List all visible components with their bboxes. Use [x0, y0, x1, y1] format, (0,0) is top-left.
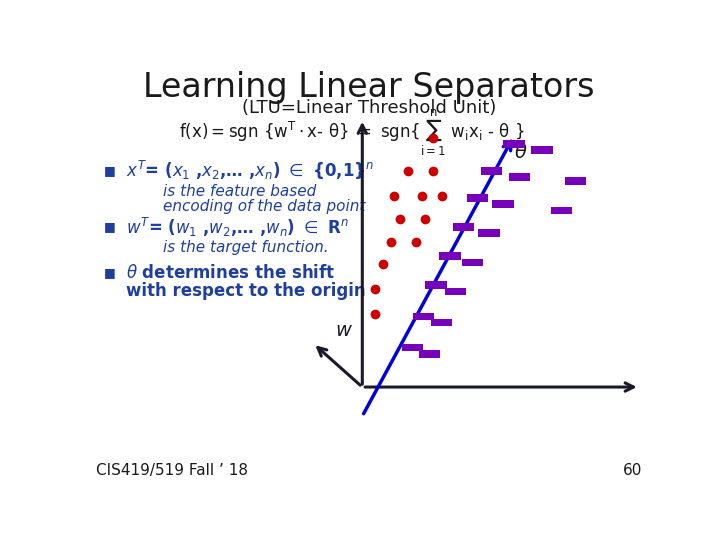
Bar — [509, 173, 530, 181]
Text: ■: ■ — [104, 164, 116, 177]
Bar — [454, 223, 474, 231]
Bar — [478, 230, 500, 237]
Bar — [551, 207, 572, 214]
Bar — [426, 281, 446, 289]
Bar — [481, 167, 503, 174]
Bar — [492, 200, 513, 208]
Text: $\theta$: $\theta$ — [514, 143, 528, 161]
Bar — [462, 259, 483, 266]
Bar — [445, 288, 466, 295]
Text: $w^T$= ($w_1$ ,$w_2$,… ,$w_n$) $\in$ R$^n$: $w^T$= ($w_1$ ,$w_2$,… ,$w_n$) $\in$ R$^… — [126, 215, 349, 239]
Bar — [402, 344, 423, 352]
Bar — [503, 140, 525, 147]
Text: is the target function.: is the target function. — [163, 240, 328, 255]
Text: Learning Linear Separators: Learning Linear Separators — [143, 71, 595, 104]
Text: $w$: $w$ — [335, 321, 353, 340]
Bar — [431, 319, 452, 326]
Text: (LTU=Linear Threshold Unit): (LTU=Linear Threshold Unit) — [242, 99, 496, 118]
Bar — [418, 350, 440, 357]
Bar — [439, 252, 461, 260]
Bar — [531, 146, 552, 154]
Text: $\theta$ determines the shift: $\theta$ determines the shift — [126, 264, 336, 282]
Text: $\mathrm{f(x) = sgn\ \{w^T \cdot x\text{-}\ \theta\}\ =\ sgn\{\sum_{i=1}^{n}\ w_: $\mathrm{f(x) = sgn\ \{w^T \cdot x\text{… — [179, 109, 525, 158]
Bar — [565, 178, 586, 185]
Text: ■: ■ — [104, 220, 116, 233]
Text: 60: 60 — [623, 463, 642, 478]
Text: encoding of the data point: encoding of the data point — [163, 199, 365, 214]
Text: ■: ■ — [104, 266, 116, 279]
Bar — [467, 194, 488, 201]
Text: CIS419/519 Fall ’ 18: CIS419/519 Fall ’ 18 — [96, 463, 248, 478]
Bar — [413, 313, 434, 320]
Text: with respect to the origin: with respect to the origin — [126, 282, 366, 300]
Text: $x^T$= ($x_1$ ,$x_2$,… ,$x_n$) $\in$ {0,1}$^n$: $x^T$= ($x_1$ ,$x_2$,… ,$x_n$) $\in$ {0,… — [126, 159, 374, 183]
Text: is the feature based: is the feature based — [163, 184, 316, 199]
